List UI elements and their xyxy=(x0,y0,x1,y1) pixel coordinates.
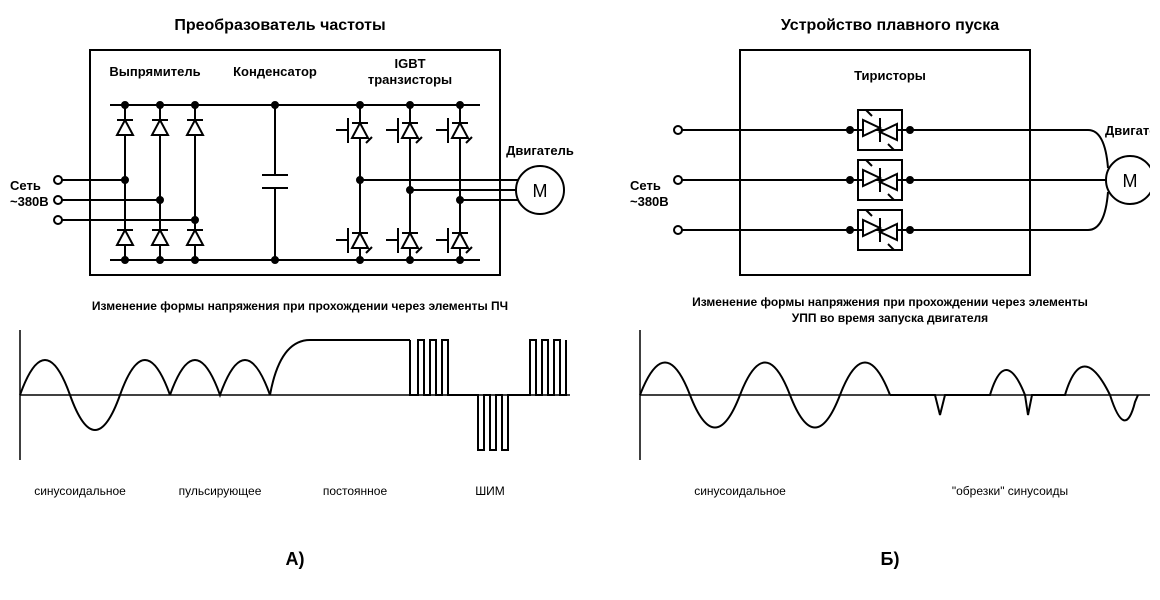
capacitor-icon xyxy=(262,102,288,263)
source-label-1: Сеть xyxy=(10,178,41,193)
left-panel: Преобразователь частоты Выпрямитель Конд… xyxy=(10,17,574,569)
wave-label-r0: синусоидальное xyxy=(694,484,786,498)
figure-label-left: А) xyxy=(286,549,305,569)
diode-icon xyxy=(187,230,203,245)
igbt-label-1: IGBT xyxy=(394,56,425,71)
wave-caption-right-2: УПП во время запуска двигателя xyxy=(792,311,988,325)
igbt-icon xyxy=(336,118,372,143)
wave-caption-left: Изменение формы напряжения при прохожден… xyxy=(92,299,508,313)
diode-icon xyxy=(117,120,133,135)
igbt-icon xyxy=(386,228,422,253)
output-wires-left xyxy=(360,180,518,200)
figure-label-right: Б) xyxy=(881,549,900,569)
source-label-1r: Сеть xyxy=(630,178,661,193)
wave-label-1: пульсирующее xyxy=(179,484,262,498)
diode-icon xyxy=(152,230,168,245)
source-label-2: ~380В xyxy=(10,194,49,209)
source-label-2r: ~380В xyxy=(630,194,669,209)
motor-label: Двигатель xyxy=(506,143,574,158)
inverter-group xyxy=(336,102,472,263)
right-panel: Устройство плавного пуска Тиристоры Сеть… xyxy=(630,17,1150,569)
diode-icon xyxy=(117,230,133,245)
diode-icon xyxy=(187,120,203,135)
rectifier-label: Выпрямитель xyxy=(109,64,200,79)
diagram-container: Преобразователь частоты Выпрямитель Конд… xyxy=(10,10,1150,590)
softstarter-box xyxy=(740,50,1030,275)
wave-label-0: синусоидальное xyxy=(34,484,126,498)
igbt-icon xyxy=(436,118,472,143)
motor-label-r: Двигатель xyxy=(1105,123,1150,138)
wave-caption-right-1: Изменение формы напряжения при прохожден… xyxy=(692,295,1088,309)
wave-label-3: ШИМ xyxy=(475,484,505,498)
igbt-icon xyxy=(386,118,422,143)
capacitor-label: Конденсатор xyxy=(233,64,317,79)
thyristor-label: Тиристоры xyxy=(854,68,926,83)
motor-letter: M xyxy=(533,181,548,201)
igbt-icon xyxy=(436,228,472,253)
wave-label-2: постоянное xyxy=(323,484,388,498)
motor-letter-r: M xyxy=(1123,171,1138,191)
igbt-icon xyxy=(336,228,372,253)
wave-label-r1: "обрезки" синусоиды xyxy=(952,484,1068,498)
rectifier-group xyxy=(117,102,203,263)
diode-icon xyxy=(152,120,168,135)
left-title: Преобразователь частоты xyxy=(174,17,385,34)
right-title: Устройство плавного пуска xyxy=(781,17,999,34)
igbt-label-2: транзисторы xyxy=(368,72,452,87)
